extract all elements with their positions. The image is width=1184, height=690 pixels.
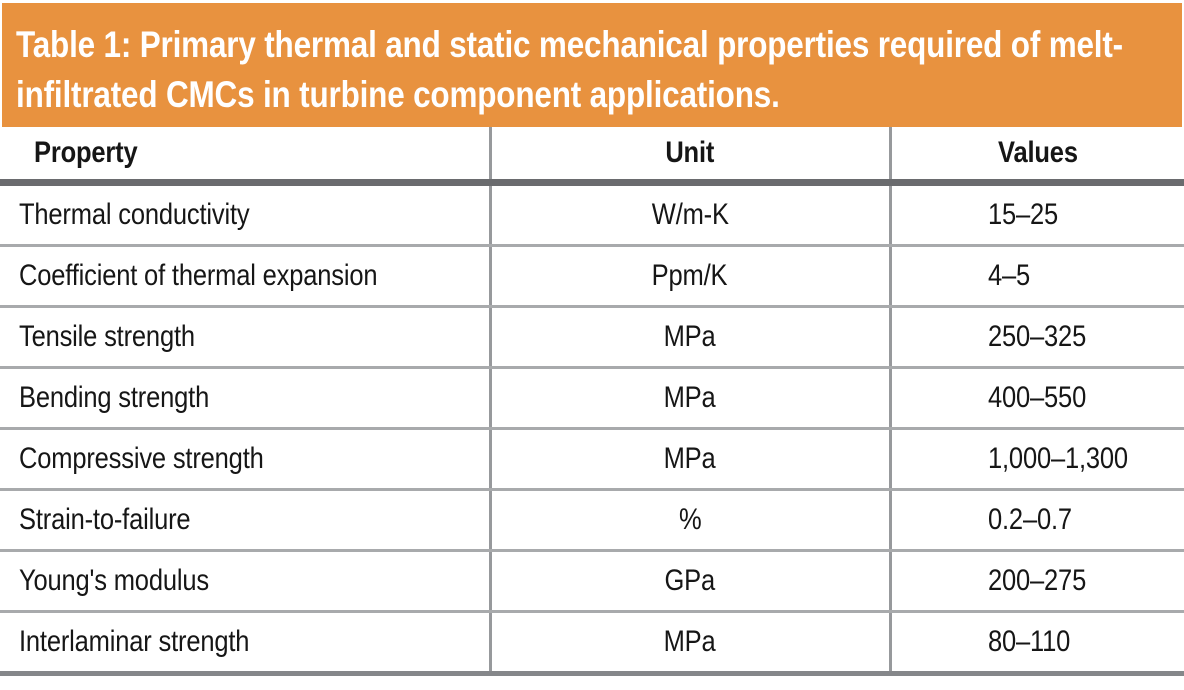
cell-property: Interlaminar strength xyxy=(0,611,490,676)
cell-unit: Ppm/K xyxy=(488,245,890,308)
cell-unit: MPa xyxy=(488,611,890,676)
cell-values: 15–25 xyxy=(888,182,1184,247)
table-row: Strain-to-failure % 0.2–0.7 xyxy=(0,489,1184,552)
cell-values: 200–275 xyxy=(888,550,1184,613)
table-row: Tensile strength MPa 250–325 xyxy=(0,306,1184,369)
table-row: Bending strength MPa 400–550 xyxy=(0,367,1184,430)
table-caption: Table 1: Primary thermal and static mech… xyxy=(2,3,1182,127)
table-row: Compressive strength MPa 1,000–1,300 xyxy=(0,428,1184,491)
properties-table: Property Unit Values Thermal conductivit… xyxy=(0,127,1184,676)
cell-property: Tensile strength xyxy=(0,306,490,369)
column-header-values: Values xyxy=(888,127,1184,186)
cell-values: 0.2–0.7 xyxy=(888,489,1184,552)
cell-property: Young's modulus xyxy=(0,550,490,613)
table-row: Young's modulus GPa 200–275 xyxy=(0,550,1184,613)
cell-values: 400–550 xyxy=(888,367,1184,430)
cell-property: Thermal conductivity xyxy=(0,182,490,247)
table-row: Coefficient of thermal expansion Ppm/K 4… xyxy=(0,245,1184,308)
cell-property: Compressive strength xyxy=(0,428,490,491)
cell-unit: W/m-K xyxy=(488,182,890,247)
caption-line-2: infiltrated CMCs in turbine component ap… xyxy=(16,74,780,115)
cell-property: Coefficient of thermal expansion xyxy=(0,245,490,308)
header-row: Property Unit Values xyxy=(0,127,1184,186)
column-header-unit: Unit xyxy=(488,127,890,186)
table-row: Interlaminar strength MPa 80–110 xyxy=(0,611,1184,676)
cell-values: 80–110 xyxy=(888,611,1184,676)
cell-unit: MPa xyxy=(488,306,890,369)
cell-unit: MPa xyxy=(488,367,890,430)
cell-unit: MPa xyxy=(488,428,890,491)
cell-unit: GPa xyxy=(488,550,890,613)
column-header-property: Property xyxy=(0,127,490,186)
cell-values: 250–325 xyxy=(888,306,1184,369)
cell-values: 4–5 xyxy=(888,245,1184,308)
cell-property: Strain-to-failure xyxy=(0,489,490,552)
cell-values: 1,000–1,300 xyxy=(888,428,1184,491)
caption-line-1: Table 1: Primary thermal and static mech… xyxy=(16,24,1123,65)
table-row: Thermal conductivity W/m-K 15–25 xyxy=(0,182,1184,247)
cell-unit: % xyxy=(488,489,890,552)
cell-property: Bending strength xyxy=(0,367,490,430)
